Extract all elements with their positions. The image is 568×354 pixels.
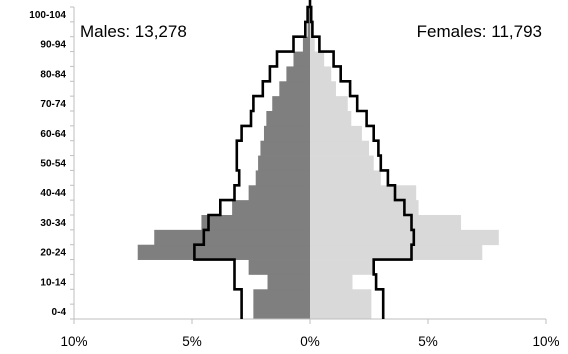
y-tick-label: 100-104 bbox=[29, 10, 66, 21]
female-bar-20-24 bbox=[310, 244, 483, 260]
male-bar-10-14 bbox=[267, 274, 310, 290]
x-tick-labels: 10% 5% 0% 5% 10% bbox=[60, 334, 559, 349]
female-bar-55-59 bbox=[310, 140, 369, 156]
male-bar-0-4 bbox=[253, 304, 310, 320]
female-bar-25-29 bbox=[310, 229, 499, 246]
male-bar-100-104 bbox=[308, 7, 310, 23]
axes bbox=[70, 6, 547, 324]
y-tick-label: 20-24 bbox=[40, 248, 66, 259]
female-bar-60-64 bbox=[310, 125, 362, 142]
female-bar-0-4 bbox=[310, 304, 372, 320]
male-bar-50-54 bbox=[258, 155, 310, 171]
male-bar-35-39 bbox=[232, 200, 310, 216]
male-bar-75-79 bbox=[279, 81, 310, 97]
male-bar-5-9 bbox=[253, 289, 310, 305]
male-bar-95-99 bbox=[307, 21, 310, 38]
females-total-annotation: Females: 11,793 bbox=[416, 22, 542, 41]
x-tick-label: 5% bbox=[182, 334, 202, 349]
male-bar-90-94 bbox=[302, 36, 310, 52]
male-bar-20-24 bbox=[137, 244, 310, 260]
male-bar-55-59 bbox=[260, 140, 310, 156]
male-bar-80-84 bbox=[286, 66, 310, 82]
female-bar-15-19 bbox=[310, 259, 374, 275]
x-tick-label: 5% bbox=[418, 334, 438, 349]
x-tick-label: 0% bbox=[300, 334, 320, 349]
female-bar-45-49 bbox=[310, 170, 381, 186]
female-bar-5-9 bbox=[310, 289, 372, 305]
female-bar-90-94 bbox=[310, 36, 315, 52]
y-tick-labels: 0-4 10-14 20-24 30-34 40-44 50-54 60-64 70-74 80… bbox=[29, 10, 66, 318]
female-bar-10-14 bbox=[310, 274, 353, 290]
male-bar-65-69 bbox=[266, 111, 310, 127]
female-bar-50-54 bbox=[310, 155, 374, 171]
y-tick-label: 40-44 bbox=[40, 188, 66, 199]
male-bars bbox=[137, 7, 310, 320]
y-tick-label: 80-84 bbox=[40, 69, 66, 80]
outlines bbox=[193, 0, 416, 319]
male-bar-45-49 bbox=[255, 170, 310, 186]
female-bar-80-84 bbox=[310, 66, 332, 82]
female-bars bbox=[310, 7, 499, 320]
female-bar-75-79 bbox=[310, 81, 336, 97]
female-bar-65-69 bbox=[310, 111, 352, 127]
male-outline bbox=[193, 5, 310, 319]
female-bar-85-89 bbox=[310, 51, 325, 67]
male-bar-40-44 bbox=[248, 185, 310, 201]
female-bar-30-34 bbox=[310, 215, 462, 231]
y-tick-label: 10-14 bbox=[40, 277, 66, 288]
males-total-annotation: Males: 13,278 bbox=[80, 22, 187, 41]
male-bar-70-74 bbox=[272, 96, 310, 112]
y-tick-label: 60-64 bbox=[40, 129, 66, 140]
y-tick-label: 90-94 bbox=[40, 40, 66, 51]
male-bar-15-19 bbox=[248, 259, 310, 275]
y-tick-label: 0-4 bbox=[52, 307, 67, 318]
x-tick-label: 10% bbox=[532, 334, 559, 349]
y-tick-label: 50-54 bbox=[40, 159, 66, 170]
male-bar-30-34 bbox=[201, 215, 310, 231]
female-bar-40-44 bbox=[310, 185, 417, 201]
female-outline bbox=[309, 5, 416, 319]
male-bar-25-29 bbox=[154, 229, 310, 246]
y-tick-label: 70-74 bbox=[40, 99, 66, 110]
male-bar-85-89 bbox=[293, 51, 310, 67]
x-tick-label: 10% bbox=[60, 334, 87, 349]
female-bar-70-74 bbox=[310, 96, 348, 112]
y-tick-label: 30-34 bbox=[40, 218, 66, 229]
female-bar-35-39 bbox=[310, 200, 419, 216]
male-bar-60-64 bbox=[263, 125, 310, 142]
